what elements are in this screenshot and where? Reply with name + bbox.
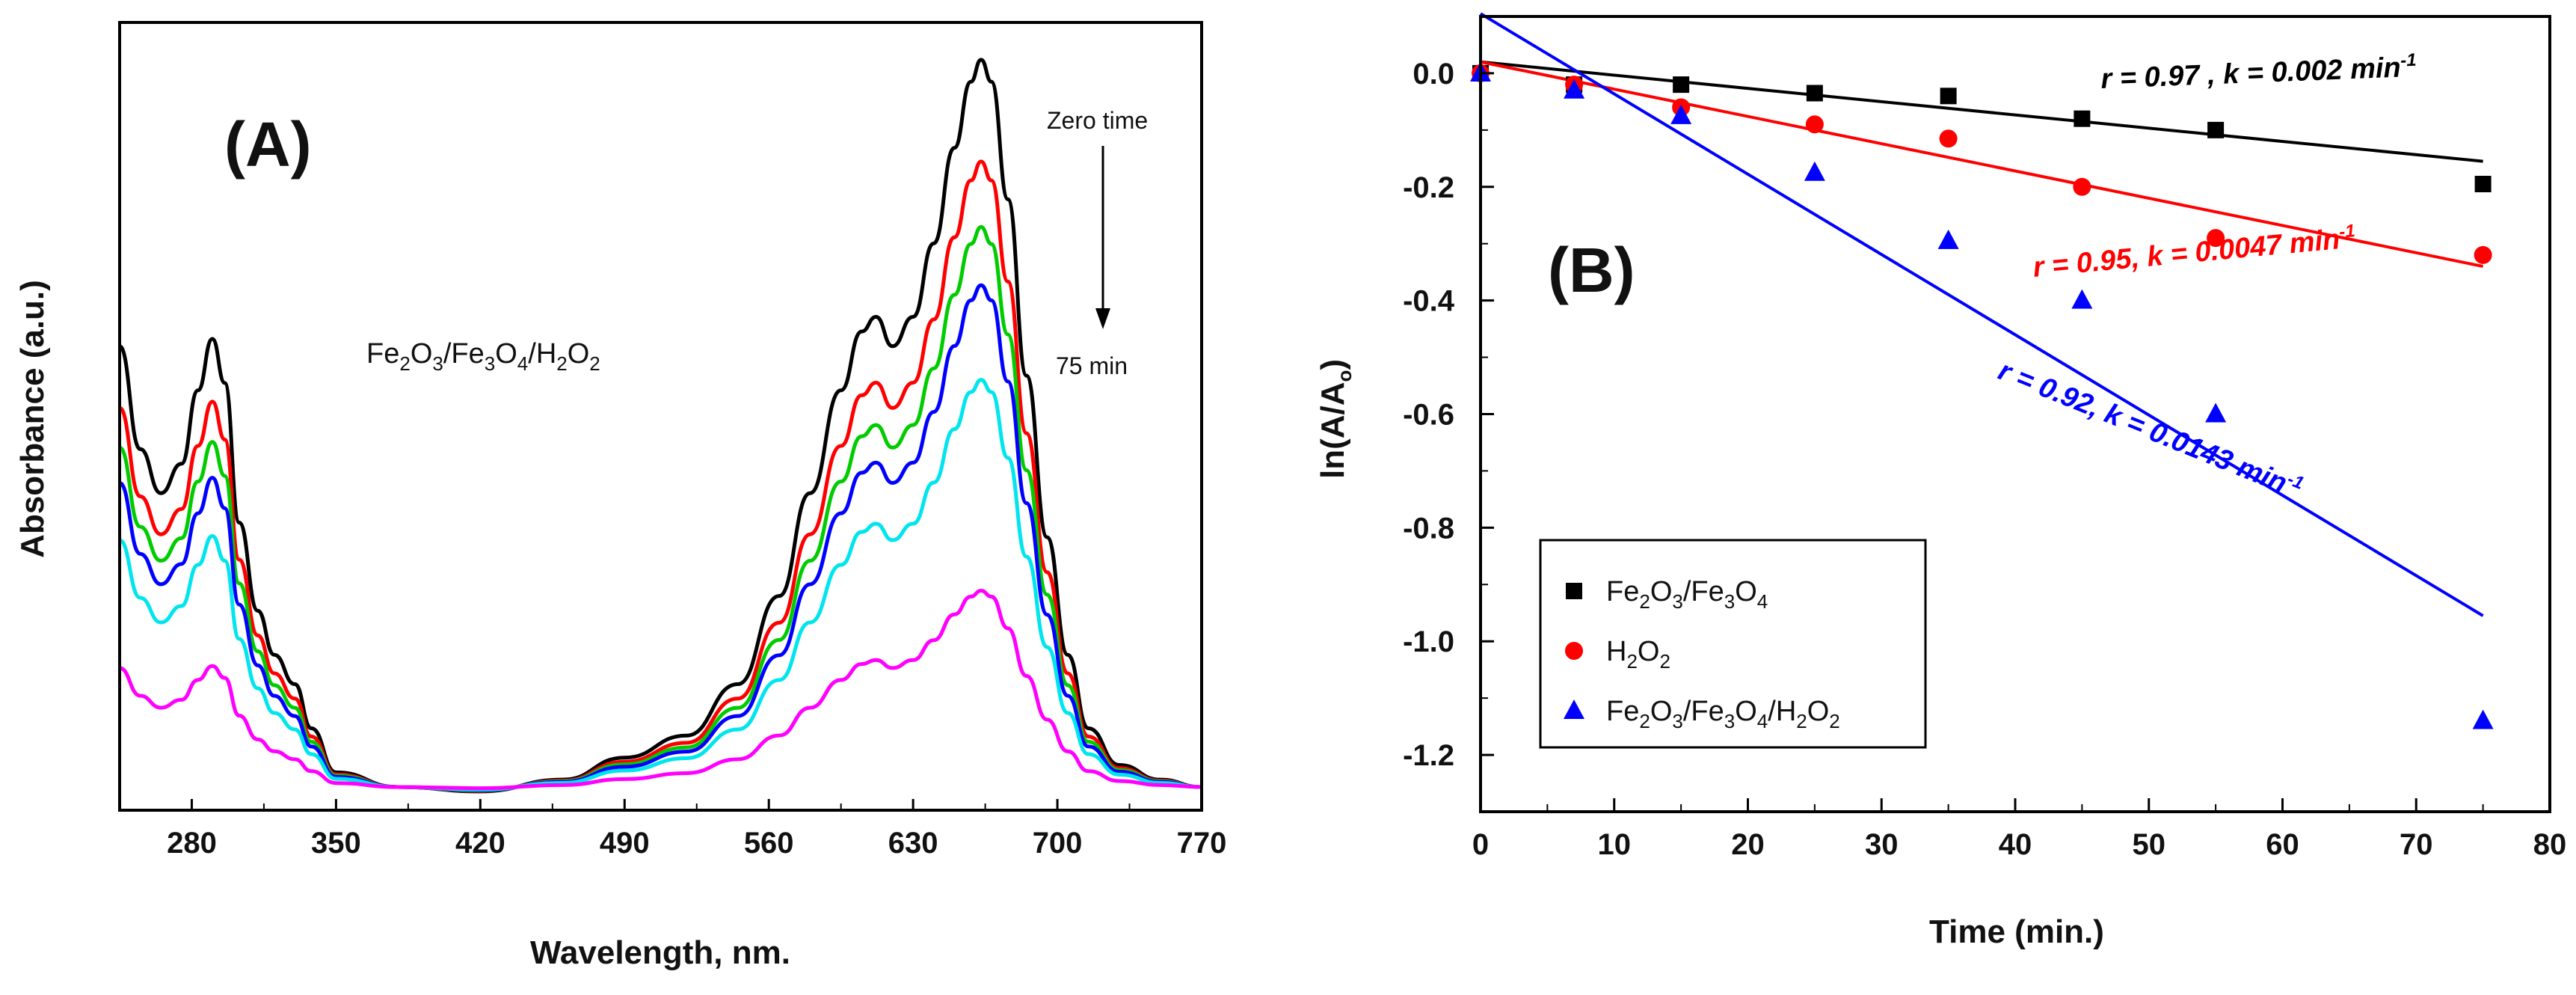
arrow-start-label: Zero time — [1047, 107, 1148, 134]
panel-b-y-ticks: 0.0 -0.2 -0.4 -0.6 -0.8 -1.0 -1.2 — [1403, 58, 1494, 772]
data-point — [1937, 229, 1959, 249]
x-tick-label: 280 — [167, 827, 217, 860]
data-point — [2207, 229, 2225, 248]
data-point — [2074, 110, 2091, 127]
legend-marker-1 — [1566, 583, 1582, 599]
fit-label-1: r = 0.97 , k = 0.002 min-1 — [2100, 50, 2417, 95]
spectrum-curve-4 — [118, 283, 1202, 792]
panel-b: 0 10 20 30 40 50 60 70 80 0.0 -0.2 -0.4 -0.6 -0.8 -1.… — [1315, 12, 2566, 950]
legend-label-2: H2O2 — [1606, 636, 1670, 673]
x-tick-label: 20 — [1731, 828, 1765, 861]
panel-a-x-ticks: 280 350 420 490 560 630 700 770 — [167, 799, 1226, 860]
panel-b-x-axis-label: Time (min.) — [1929, 913, 2104, 950]
panel-b-y-axis-label: ln(A/Ao) — [1315, 359, 1356, 479]
fit-line-3 — [1479, 12, 2484, 617]
panel-b-x-ticks: 0 10 20 30 40 50 60 70 80 — [1472, 798, 2566, 861]
data-point — [1673, 76, 1690, 94]
spectra-curves — [117, 58, 1202, 794]
data-point — [2474, 175, 2492, 192]
x-tick-label: 420 — [455, 827, 505, 860]
legend-marker-3 — [1564, 699, 1584, 719]
x-tick-label: 770 — [1177, 827, 1227, 860]
x-tick-label: 560 — [744, 827, 794, 860]
legend-marker-2 — [1565, 642, 1583, 660]
y-tick-label: 0.0 — [1413, 58, 1454, 91]
x-tick-label: 50 — [2133, 828, 2166, 861]
fit-line-2 — [1480, 60, 2484, 269]
data-point — [1940, 88, 1957, 105]
spectrum-curve-1 — [117, 58, 1202, 794]
y-tick-label: -0.8 — [1403, 512, 1454, 545]
panel-b-label: (B) — [1548, 235, 1635, 305]
x-tick-label: 40 — [1999, 828, 2032, 861]
fit-lines — [1479, 12, 2484, 617]
panel-a-label: (A) — [224, 109, 312, 180]
data-point — [1939, 129, 1958, 148]
x-tick-label: 70 — [2400, 828, 2433, 861]
y-tick-label: -1.0 — [1403, 625, 1454, 658]
time-arrow-icon — [1095, 308, 1110, 329]
y-tick-label: -1.2 — [1403, 739, 1454, 772]
spectrum-curve-6 — [119, 589, 1202, 791]
data-point — [2071, 289, 2093, 309]
fit-label-2: r = 0.95, k = 0.0047 min-1 — [2032, 221, 2358, 284]
spectrum-curve-3 — [118, 224, 1202, 793]
panel-a: 280 350 420 490 560 630 700 770 (A) Fe2O3/Fe3O4… — [14, 21, 1226, 971]
y-tick-label: -0.2 — [1403, 171, 1454, 204]
fit-line-1 — [1480, 60, 2483, 163]
panel-a-frame — [118, 21, 1203, 812]
spectrum-curve-5 — [118, 378, 1202, 792]
x-tick-label: 630 — [888, 827, 938, 860]
arrow-end-label: 75 min — [1056, 352, 1128, 379]
fit-label-3: r = 0.92, k = 0.0143 min-1 — [1994, 354, 2307, 506]
data-point — [2205, 402, 2227, 423]
y-tick-label: -0.6 — [1403, 399, 1454, 432]
data-point — [2472, 709, 2494, 729]
data-point — [1804, 161, 1825, 181]
y-tick-label: -0.4 — [1403, 285, 1455, 318]
x-tick-label: 60 — [2266, 828, 2299, 861]
legend: Fe2O3/Fe3O4 H2O2 Fe2O3/Fe3O4/H2O2 — [1539, 539, 1927, 749]
x-tick-label: 0 — [1472, 828, 1489, 861]
x-tick-label: 490 — [600, 827, 650, 860]
x-tick-label: 10 — [1598, 828, 1632, 861]
data-point — [1805, 115, 1824, 134]
panel-a-y-axis-label: Absorbance (a.u.) — [14, 280, 51, 558]
panel-a-x-axis-label: Wavelength, nm. — [530, 934, 790, 971]
data-point — [1806, 85, 1823, 102]
data-point — [2073, 177, 2091, 196]
x-tick-label: 80 — [2533, 828, 2567, 861]
legend-label-1: Fe2O3/Fe3O4 — [1606, 576, 1768, 613]
legend-box — [1539, 539, 1927, 749]
data-point — [2474, 245, 2492, 264]
data-point — [1670, 104, 1692, 124]
panel-a-sample-label: Fe2O3/Fe3O4/H2O2 — [366, 338, 600, 375]
spectrum-curve-2 — [118, 159, 1202, 793]
x-tick-label: 30 — [1865, 828, 1899, 861]
data-point — [1564, 79, 1585, 99]
x-tick-label: 700 — [1033, 827, 1083, 860]
data-point — [2207, 121, 2225, 138]
x-tick-label: 350 — [311, 827, 361, 860]
legend-label-3: Fe2O3/Fe3O4/H2O2 — [1606, 696, 1840, 732]
